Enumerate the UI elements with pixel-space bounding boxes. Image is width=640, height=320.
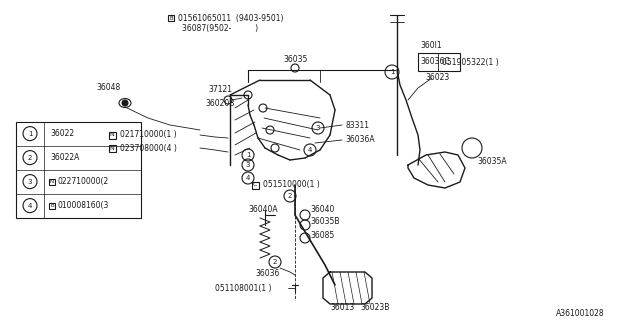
Text: N: N <box>109 146 115 150</box>
Text: 36013: 36013 <box>330 303 355 313</box>
Text: 022710000(2: 022710000(2 <box>57 177 108 186</box>
Text: N: N <box>50 179 54 184</box>
Bar <box>16 122 141 218</box>
Text: B: B <box>169 15 173 20</box>
Text: 3: 3 <box>28 179 32 185</box>
Text: A361001028: A361001028 <box>556 309 605 318</box>
Text: 2: 2 <box>273 259 277 265</box>
Text: 051108001(1 ): 051108001(1 ) <box>215 284 271 292</box>
Text: 37121: 37121 <box>208 85 232 94</box>
Text: 36036C: 36036C <box>420 58 450 67</box>
Text: 36035B: 36035B <box>310 218 339 227</box>
Text: 051905322(1 ): 051905322(1 ) <box>442 58 499 67</box>
Text: 1: 1 <box>246 152 250 158</box>
Text: 36036A: 36036A <box>345 135 374 145</box>
Text: 023708000(4 ): 023708000(4 ) <box>120 143 177 153</box>
Bar <box>109 132 115 139</box>
Text: 01561065011  (9403-9501): 01561065011 (9403-9501) <box>178 13 284 22</box>
Text: N: N <box>109 132 115 138</box>
Text: 36040: 36040 <box>310 205 334 214</box>
Text: B: B <box>50 203 54 208</box>
Text: 83311: 83311 <box>345 121 369 130</box>
Bar <box>252 181 259 188</box>
Circle shape <box>122 100 128 106</box>
Text: 4: 4 <box>246 175 250 181</box>
Text: 051510000(1 ): 051510000(1 ) <box>263 180 320 189</box>
Text: 36040A: 36040A <box>248 205 278 214</box>
Bar <box>168 15 174 21</box>
Text: 1: 1 <box>28 131 32 137</box>
Bar <box>109 145 115 151</box>
Text: 2: 2 <box>288 193 292 199</box>
Text: 36022: 36022 <box>50 129 74 138</box>
Text: 4: 4 <box>308 147 312 153</box>
Text: 1: 1 <box>390 69 394 75</box>
Text: C: C <box>253 182 257 188</box>
Text: 36087(9502-          ): 36087(9502- ) <box>182 25 258 34</box>
Bar <box>49 179 55 185</box>
Bar <box>49 203 55 209</box>
Text: 3: 3 <box>246 162 250 168</box>
Text: 021710000(1 ): 021710000(1 ) <box>120 131 177 140</box>
Text: 36022A: 36022A <box>50 153 79 162</box>
Text: 4: 4 <box>28 203 32 209</box>
Text: 36020B: 36020B <box>205 99 234 108</box>
Text: 36085: 36085 <box>310 230 334 239</box>
Text: 2: 2 <box>28 155 32 161</box>
Text: 36048: 36048 <box>96 84 120 92</box>
Bar <box>418 53 460 71</box>
Text: 36036: 36036 <box>255 268 280 277</box>
Text: 36023B: 36023B <box>360 303 389 313</box>
Text: 36035A: 36035A <box>477 157 507 166</box>
Text: 36035: 36035 <box>283 55 307 65</box>
Text: 3: 3 <box>316 125 320 131</box>
Text: 36023: 36023 <box>425 74 449 83</box>
Text: 010008160(3: 010008160(3 <box>57 201 108 210</box>
Text: 360I1: 360I1 <box>420 41 442 50</box>
